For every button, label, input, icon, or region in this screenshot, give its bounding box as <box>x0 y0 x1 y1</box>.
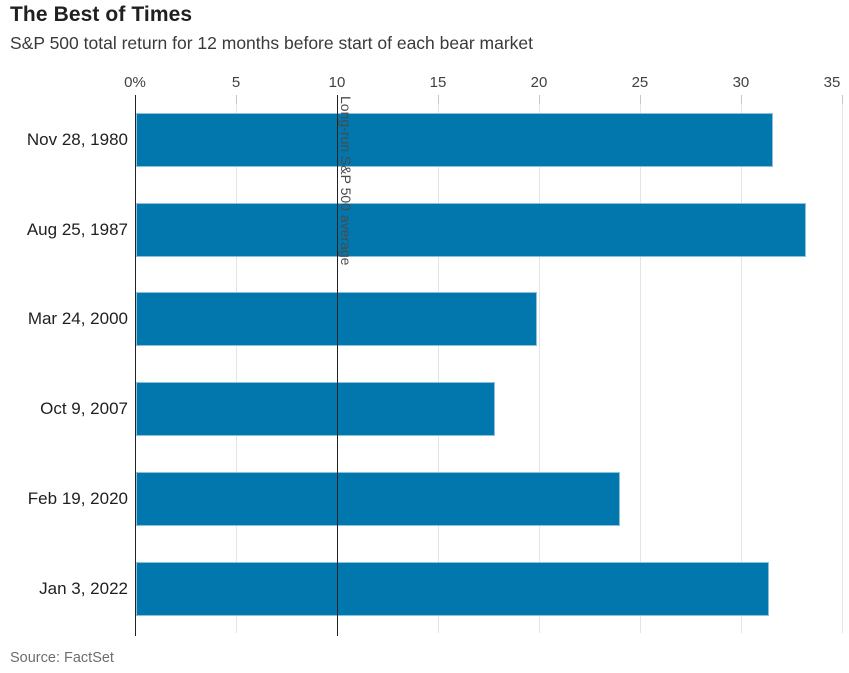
bar <box>136 471 620 526</box>
gridline <box>235 95 237 633</box>
gridline <box>740 95 742 633</box>
chart-title: The Best of Times <box>10 3 193 26</box>
gridline <box>841 95 843 633</box>
x-axis-tick-label: 35 <box>823 74 841 91</box>
y-axis-label: Mar 24, 2000 <box>27 309 128 329</box>
gridline <box>639 95 641 633</box>
bar <box>136 112 774 167</box>
bar <box>136 382 495 437</box>
axis-tick <box>740 95 742 104</box>
axis-tick <box>437 95 439 104</box>
bar <box>136 202 806 257</box>
gridline <box>437 95 439 633</box>
y-axis-line <box>135 95 136 636</box>
gridline <box>538 95 540 633</box>
y-axis-label: Jan 3, 2022 <box>39 578 128 598</box>
axis-tick <box>538 95 540 104</box>
x-axis-tick-label: 25 <box>631 74 649 91</box>
x-axis-tick-label: 10 <box>328 74 346 91</box>
axis-tick <box>639 95 641 104</box>
bar <box>136 292 537 347</box>
reference-line-label: Long-run S&P 500 average <box>337 96 354 266</box>
y-axis-label: Feb 19, 2020 <box>27 488 128 508</box>
source-note: Source: FactSet <box>10 650 114 666</box>
bar <box>136 561 770 616</box>
x-axis-tick-label: 30 <box>732 74 750 91</box>
chart-subtitle: S&P 500 total return for 12 months befor… <box>10 33 534 53</box>
y-axis-label: Oct 9, 2007 <box>40 399 128 419</box>
axis-tick <box>841 95 843 104</box>
y-axis-label: Nov 28, 1980 <box>26 129 128 149</box>
x-axis-tick-label: 20 <box>530 74 548 91</box>
reference-line <box>336 95 338 636</box>
axis-tick <box>235 95 237 104</box>
x-axis-tick-label: 0% <box>124 74 146 91</box>
x-axis-tick-label: 15 <box>429 74 447 91</box>
y-axis-label: Aug 25, 1987 <box>26 219 128 239</box>
x-axis-tick-label: 5 <box>231 74 241 91</box>
